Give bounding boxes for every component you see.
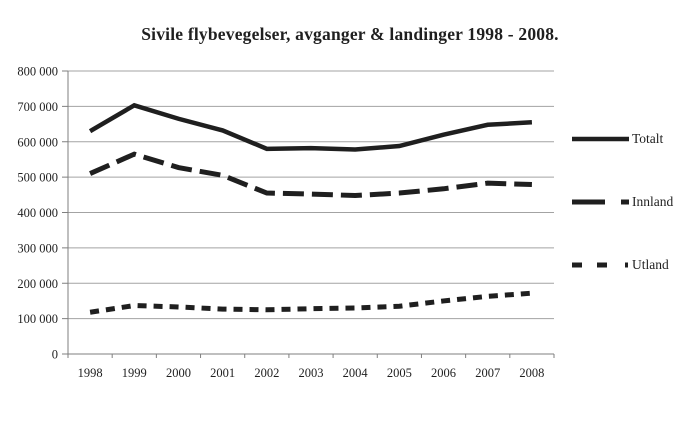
chart-title: Sivile flybevegelser, avganger & landing…: [141, 24, 559, 44]
legend-label-utland: Utland: [632, 257, 669, 272]
axes: [62, 70, 555, 358]
svg-text:300 000: 300 000: [17, 241, 58, 255]
svg-text:2006: 2006: [431, 366, 456, 380]
legend-item-innland: Innland: [572, 194, 673, 210]
svg-text:400 000: 400 000: [17, 206, 58, 220]
legend: Totalt Innland Utland: [572, 0, 697, 423]
svg-text:600 000: 600 000: [17, 135, 58, 149]
svg-text:200 000: 200 000: [17, 277, 58, 291]
legend-label-innland: Innland: [632, 194, 674, 209]
svg-text:2000: 2000: [166, 366, 191, 380]
svg-text:100 000: 100 000: [17, 312, 58, 326]
svg-text:2001: 2001: [210, 366, 235, 380]
series-utland: [89, 290, 533, 315]
svg-text:800 000: 800 000: [17, 65, 58, 79]
series-totalt: [88, 102, 533, 152]
svg-text:2005: 2005: [387, 366, 412, 380]
long-dash-line-icon: [572, 199, 629, 205]
svg-text:700 000: 700 000: [17, 100, 58, 114]
svg-text:2008: 2008: [519, 366, 544, 380]
gridlines: [68, 70, 554, 320]
legend-item-utland: Utland: [572, 257, 669, 273]
svg-text:500 000: 500 000: [17, 171, 58, 185]
svg-text:2003: 2003: [299, 366, 324, 380]
series-innland: [89, 151, 532, 199]
x-axis-labels: 1998 1999 2000 2001 2002 2003 2004 2005 2006 2007…: [78, 366, 545, 380]
legend-label-totalt: Totalt: [632, 131, 664, 146]
svg-text:0: 0: [52, 348, 58, 362]
solid-line-icon: [572, 136, 629, 142]
svg-text:1998: 1998: [78, 366, 103, 380]
legend-item-totalt: Totalt: [572, 131, 663, 147]
svg-text:2007: 2007: [475, 366, 500, 380]
short-dash-line-icon: [572, 262, 629, 268]
y-axis-labels: 0 100 000 200 000 300 000 400 000 500 000 600 …: [17, 65, 58, 362]
svg-text:1999: 1999: [122, 366, 147, 380]
svg-text:2002: 2002: [254, 366, 279, 380]
svg-text:2004: 2004: [343, 366, 369, 380]
